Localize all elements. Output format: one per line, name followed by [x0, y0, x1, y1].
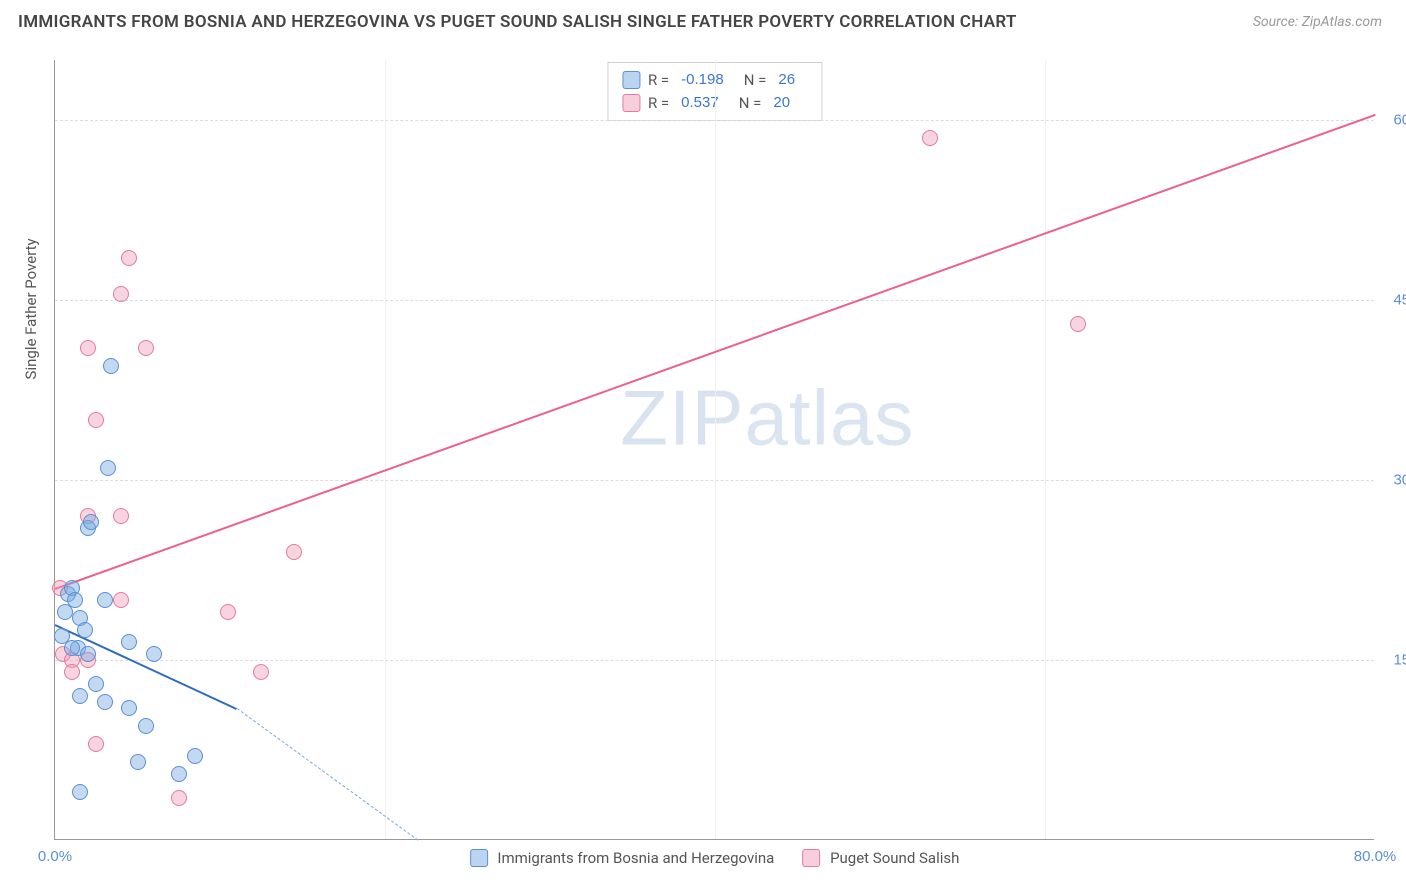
data-point: [88, 676, 104, 692]
y-tick-label: 45.0%: [1380, 292, 1406, 309]
data-point: [121, 700, 137, 716]
data-point: [64, 640, 80, 656]
data-point: [171, 766, 187, 782]
gridline-v: [385, 60, 386, 839]
source-attribution: Source: ZipAtlas.com: [1253, 14, 1382, 30]
data-point: [253, 664, 269, 680]
data-point: [121, 634, 137, 650]
data-point: [130, 754, 146, 770]
data-point: [64, 664, 80, 680]
plot-area: ZIPatlas R = -0.198 N = 26 R = 0.537 N =…: [54, 60, 1374, 840]
n-value: 26: [778, 69, 795, 92]
data-point: [88, 736, 104, 752]
swatch-icon: [622, 94, 640, 112]
data-point: [103, 358, 119, 374]
data-point: [72, 688, 88, 704]
chart-container: IMMIGRANTS FROM BOSNIA AND HERZEGOVINA V…: [0, 0, 1406, 892]
watermark-text: ZIPatlas: [620, 373, 914, 464]
data-point: [146, 646, 162, 662]
data-point: [922, 130, 938, 146]
swatch-icon: [622, 71, 640, 89]
x-tick-label: 0.0%: [38, 848, 72, 865]
y-axis-label: Single Father Poverty: [22, 238, 40, 379]
data-point: [286, 544, 302, 560]
data-point: [97, 592, 113, 608]
data-point: [220, 604, 236, 620]
n-label: N =: [739, 92, 762, 115]
gridline-v: [1045, 60, 1046, 839]
swatch-icon: [470, 849, 488, 867]
series-legend: Immigrants from Bosnia and Herzegovina P…: [470, 849, 960, 867]
data-point: [77, 622, 93, 638]
data-point: [67, 592, 83, 608]
data-point: [80, 340, 96, 356]
y-tick-label: 60.0%: [1380, 112, 1406, 129]
swatch-icon: [802, 849, 820, 867]
r-label: R =: [648, 92, 669, 115]
data-point: [72, 784, 88, 800]
data-point: [88, 412, 104, 428]
data-point: [83, 514, 99, 530]
data-point: [138, 718, 154, 734]
data-point: [113, 286, 129, 302]
trend-line: [236, 708, 418, 841]
data-point: [187, 748, 203, 764]
y-tick-label: 15.0%: [1380, 652, 1406, 669]
data-point: [121, 250, 137, 266]
n-value: 20: [773, 92, 790, 115]
data-point: [80, 646, 96, 662]
data-point: [113, 508, 129, 524]
data-point: [113, 592, 129, 608]
data-point: [171, 790, 187, 806]
gridline-v: [715, 60, 716, 839]
data-point: [138, 340, 154, 356]
n-label: N =: [744, 69, 767, 92]
data-point: [1070, 316, 1086, 332]
r-value: 0.537: [681, 92, 719, 115]
data-point: [100, 460, 116, 476]
x-tick-label: 80.0%: [1354, 848, 1397, 865]
y-tick-label: 30.0%: [1380, 472, 1406, 489]
legend-item: Immigrants from Bosnia and Herzegovina: [470, 849, 775, 867]
legend-label: Puget Sound Salish: [830, 849, 959, 867]
r-label: R =: [648, 69, 669, 92]
legend-label: Immigrants from Bosnia and Herzegovina: [497, 849, 774, 867]
data-point: [97, 694, 113, 710]
r-value: -0.198: [681, 69, 724, 92]
chart-title: IMMIGRANTS FROM BOSNIA AND HERZEGOVINA V…: [18, 12, 1017, 32]
legend-item: Puget Sound Salish: [802, 849, 959, 867]
